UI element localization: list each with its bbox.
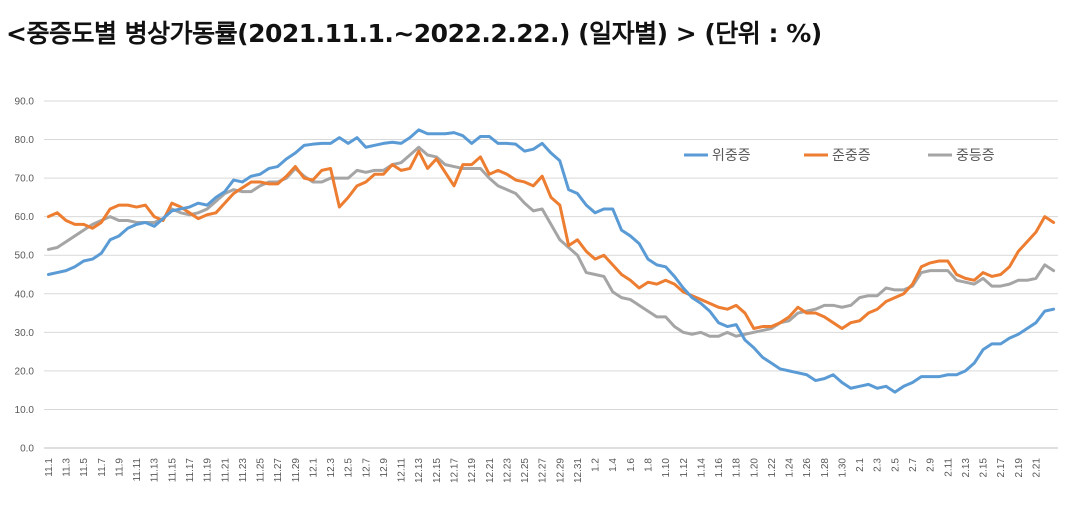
chart-title: <중증도별 병상가동률(2021.11.1.~2022.2.22.) (일자별)… bbox=[6, 19, 822, 48]
x-tick-label: 12.21 bbox=[485, 458, 496, 483]
x-tick-label: 12.7 bbox=[361, 458, 372, 478]
y-tick-label: 90.0 bbox=[15, 97, 35, 108]
y-tick-label: 30.0 bbox=[15, 328, 35, 339]
x-tick-label: 12.17 bbox=[450, 458, 461, 483]
x-tick-label: 11.15 bbox=[167, 458, 178, 483]
x-tick-label: 11.7 bbox=[97, 458, 108, 477]
x-tick-label: 11.29 bbox=[291, 458, 302, 483]
x-tick-label: 12.13 bbox=[414, 458, 425, 483]
legend-label: 중등증 bbox=[956, 148, 995, 164]
x-tick-label: 11.1 bbox=[44, 458, 55, 477]
series-lines bbox=[46, 128, 1056, 394]
x-tick-label: 1.30 bbox=[837, 458, 848, 478]
x-tick-label: 11.25 bbox=[256, 458, 267, 483]
legend-label: 준중증 bbox=[832, 148, 871, 164]
x-tick-label: 1.10 bbox=[661, 458, 672, 478]
x-tick-label: 2.3 bbox=[873, 458, 884, 472]
series-line-중등증 bbox=[46, 145, 1056, 338]
x-tick-label: 2.5 bbox=[890, 458, 901, 472]
x-tick-label: 2.7 bbox=[908, 458, 919, 472]
x-tick-label: 1.6 bbox=[626, 458, 637, 472]
x-tick-label: 1.28 bbox=[820, 458, 831, 478]
x-tick-label: 12.3 bbox=[326, 458, 337, 478]
x-tick-label: 1.4 bbox=[608, 458, 619, 472]
x-tick-label: 12.23 bbox=[502, 458, 513, 483]
x-tick-label: 12.5 bbox=[344, 458, 355, 478]
x-tick-label: 1.2 bbox=[591, 458, 602, 472]
x-tick-label: 11.3 bbox=[62, 458, 73, 477]
y-tick-label: 0.0 bbox=[20, 444, 34, 455]
x-tick-label: 12.25 bbox=[520, 458, 531, 483]
x-tick-label: 1.8 bbox=[643, 458, 654, 472]
legend: 위중증 준중증 중등증 bbox=[684, 148, 995, 164]
x-tick-label: 1.12 bbox=[679, 458, 690, 478]
x-tick-label: 11.23 bbox=[238, 458, 249, 483]
y-tick-label: 70.0 bbox=[15, 174, 35, 185]
x-tick-label: 2.13 bbox=[961, 458, 972, 478]
y-tick-label: 50.0 bbox=[15, 251, 35, 262]
x-tick-label: 12.11 bbox=[397, 458, 408, 483]
x-axis-ticks: 11.1 11.3 11.5 11.7 11.9 11.11 11.13 11.15 11.17… bbox=[44, 458, 1043, 483]
x-tick-label: 11.27 bbox=[273, 458, 284, 483]
y-tick-label: 80.0 bbox=[15, 135, 35, 146]
x-tick-label: 12.15 bbox=[432, 458, 443, 483]
x-tick-label: 12.29 bbox=[555, 458, 566, 483]
x-tick-label: 1.26 bbox=[802, 458, 813, 478]
x-tick-label: 1.22 bbox=[767, 458, 778, 478]
x-tick-label: 2.11 bbox=[943, 458, 954, 477]
x-tick-label: 2.21 bbox=[1031, 458, 1042, 478]
y-tick-label: 20.0 bbox=[15, 366, 35, 377]
series-line-위중증 bbox=[46, 128, 1056, 394]
x-tick-label: 1.16 bbox=[714, 458, 725, 478]
x-tick-label: 11.21 bbox=[220, 458, 231, 483]
x-tick-label: 12.19 bbox=[467, 458, 478, 483]
gridlines bbox=[44, 100, 1058, 449]
x-tick-label: 1.18 bbox=[732, 458, 743, 478]
x-tick-label: 1.14 bbox=[696, 458, 707, 478]
x-tick-label: 11.5 bbox=[79, 458, 90, 477]
series-line-준중증 bbox=[46, 149, 1056, 330]
x-tick-label: 1.20 bbox=[749, 458, 760, 478]
legend-label: 위중증 bbox=[712, 148, 751, 164]
y-tick-label: 60.0 bbox=[15, 212, 35, 223]
x-tick-label: 2.9 bbox=[926, 458, 937, 472]
x-tick-label: 12.1 bbox=[308, 458, 319, 478]
x-tick-label: 11.13 bbox=[150, 458, 161, 483]
x-tick-label: 12.27 bbox=[538, 458, 549, 483]
y-axis-ticks: 0.0 10.0 20.0 30.0 40.0 50.0 60.0 70.0 80.0 90.0 bbox=[15, 97, 35, 455]
x-tick-label: 12.9 bbox=[379, 458, 390, 478]
y-tick-label: 10.0 bbox=[15, 405, 35, 416]
y-tick-label: 40.0 bbox=[15, 289, 35, 300]
x-tick-label: 2.17 bbox=[996, 458, 1007, 478]
x-tick-label: 11.9 bbox=[114, 458, 125, 477]
x-tick-label: 1.24 bbox=[785, 458, 796, 478]
x-tick-label: 2.19 bbox=[1014, 458, 1025, 478]
x-tick-label: 11.11 bbox=[132, 458, 143, 482]
x-tick-label: 2.15 bbox=[979, 458, 990, 478]
x-tick-label: 11.19 bbox=[203, 458, 214, 483]
x-tick-label: 2.1 bbox=[855, 458, 866, 472]
x-tick-label: 11.17 bbox=[185, 458, 196, 483]
x-tick-label: 12.31 bbox=[573, 458, 584, 483]
